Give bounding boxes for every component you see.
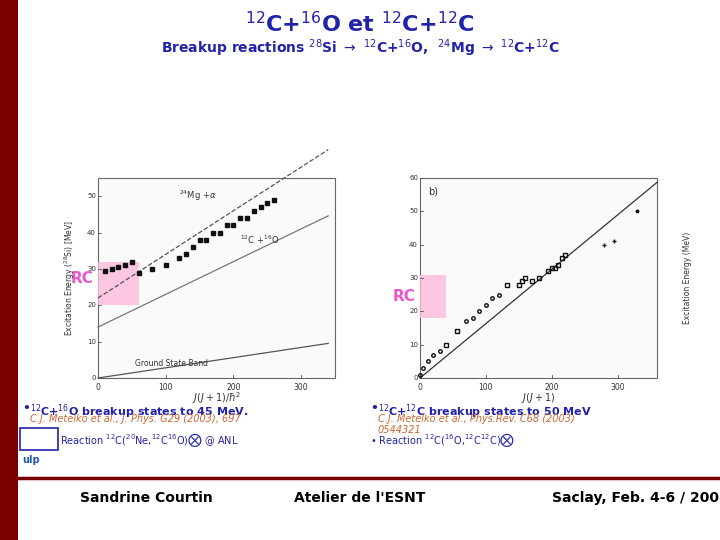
Text: RC: RC: [70, 271, 93, 286]
Bar: [420, 178, 657, 378]
Text: Saclay, Feb. 4-6 / 2008: Saclay, Feb. 4-6 / 2008: [552, 491, 720, 505]
Text: $^{12}$C +$^{16}$O: $^{12}$C +$^{16}$O: [240, 234, 279, 246]
Text: 100: 100: [158, 383, 173, 392]
Text: $^{12}$C+$^{12}$C breakup states to 50 MeV: $^{12}$C+$^{12}$C breakup states to 50 M…: [378, 402, 592, 421]
Text: • Reaction $^{12}$C($^{16}$O,$^{12}$C$^{12}$C)$\bigotimes$: • Reaction $^{12}$C($^{16}$O,$^{12}$C$^{…: [370, 431, 516, 449]
Text: Breakup reactions $^{28}$Si $\rightarrow$ $^{12}$C+$^{16}$O,  $^{24}$Mg $\righta: Breakup reactions $^{28}$Si $\rightarrow…: [161, 37, 559, 59]
Text: 60: 60: [409, 175, 418, 181]
Text: $^{24}$Mg +$\alpha$: $^{24}$Mg +$\alpha$: [179, 189, 217, 204]
Text: $J(J+1)$: $J(J+1)$: [521, 391, 556, 405]
Text: •: •: [22, 402, 30, 415]
Text: $^{12}$C+$^{16}$O breakup states to 45 MeV.: $^{12}$C+$^{16}$O breakup states to 45 M…: [30, 402, 248, 421]
Text: 20: 20: [87, 302, 96, 308]
Text: 20: 20: [409, 308, 418, 314]
Text: Atelier de l'ESNT: Atelier de l'ESNT: [294, 491, 426, 505]
Text: $^{12}$C+$^{16}$O et $^{12}$C+$^{12}$C: $^{12}$C+$^{16}$O et $^{12}$C+$^{12}$C: [246, 11, 474, 37]
Text: Reaction $^{12}$C($^{20}$Ne,$^{12}$C$^{16}$O)$\bigotimes$ @ ANL: Reaction $^{12}$C($^{20}$Ne,$^{12}$C$^{1…: [60, 431, 238, 449]
Text: 30: 30: [87, 266, 96, 272]
Text: 10: 10: [87, 339, 96, 345]
Text: Sandrine Courtin: Sandrine Courtin: [80, 491, 212, 505]
Text: Excitation Energy (MeV): Excitation Energy (MeV): [683, 232, 691, 324]
Text: i: i: [22, 432, 27, 447]
Text: b): b): [428, 186, 438, 196]
Text: 40: 40: [409, 242, 418, 248]
Text: 200: 200: [544, 383, 559, 392]
Text: 0: 0: [96, 383, 100, 392]
Text: Ground State Band: Ground State Band: [135, 359, 208, 368]
Text: 300: 300: [294, 383, 308, 392]
Text: 0544321: 0544321: [378, 425, 422, 435]
Text: C.J. Metelko et al., Phys.Rev. C68 (2003): C.J. Metelko et al., Phys.Rev. C68 (2003…: [378, 414, 575, 424]
Text: 100: 100: [479, 383, 493, 392]
Text: 200: 200: [226, 383, 240, 392]
Text: 40: 40: [87, 230, 96, 235]
Text: PHC: PHC: [28, 434, 53, 444]
Text: $J(J+1)/\hbar^2$: $J(J+1)/\hbar^2$: [192, 390, 241, 406]
Bar: [98, 178, 335, 378]
Text: ulp: ulp: [22, 455, 40, 465]
Text: 0: 0: [413, 375, 418, 381]
Bar: [20, 454, 58, 472]
Text: RC: RC: [392, 289, 415, 304]
Bar: [420, 275, 446, 318]
Text: 30: 30: [409, 275, 418, 281]
Text: •: •: [370, 402, 378, 415]
Text: 0: 0: [91, 375, 96, 381]
Text: 10: 10: [409, 342, 418, 348]
Bar: [98, 262, 139, 305]
Text: 50: 50: [87, 193, 96, 199]
Text: 50: 50: [409, 208, 418, 214]
Bar: [20, 428, 58, 450]
Text: 0: 0: [418, 383, 423, 392]
Text: 300: 300: [610, 383, 625, 392]
Text: C.J. Metelko et al., J. Phys. G29 (2003), 697: C.J. Metelko et al., J. Phys. G29 (2003)…: [30, 414, 240, 424]
Text: Excitation Energy ($^{28}$Si) [MeV]: Excitation Energy ($^{28}$Si) [MeV]: [63, 220, 77, 336]
Bar: [0, 0, 18, 540]
